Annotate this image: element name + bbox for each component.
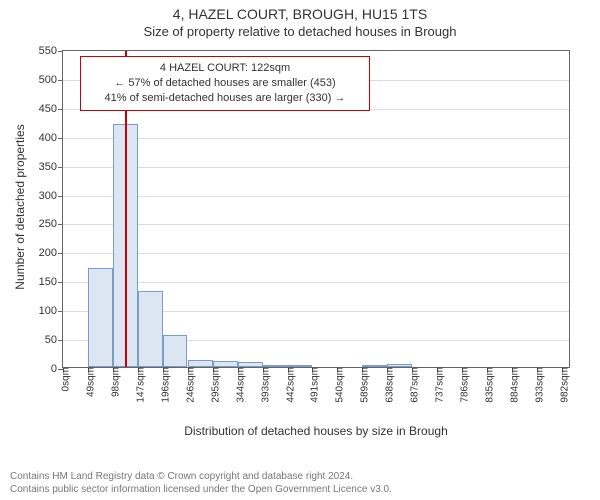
y-axis-label: Number of detached properties [13, 117, 27, 297]
page-subtitle: Size of property relative to detached ho… [0, 22, 600, 45]
ytick-label: 500 [39, 74, 63, 86]
footer-line-2: Contains public sector information licen… [10, 483, 590, 496]
ytick-label: 300 [39, 190, 63, 202]
xtick-label: 737sqm [429, 367, 446, 403]
histogram-bar [163, 335, 188, 367]
info-line-2: ← 57% of detached houses are smaller (45… [89, 76, 361, 91]
xtick-label: 147sqm [129, 367, 146, 403]
xtick-label: 295sqm [204, 367, 221, 403]
xtick-label: 344sqm [229, 367, 246, 403]
ytick-label: 350 [39, 161, 63, 173]
histogram-bar [88, 268, 113, 367]
xtick-label: 442sqm [279, 367, 296, 403]
xtick-label: 246sqm [179, 367, 196, 403]
xtick-label: 49sqm [79, 367, 96, 397]
footer-attribution: Contains HM Land Registry data © Crown c… [10, 470, 590, 496]
xtick-label: 589sqm [354, 367, 371, 403]
histogram-bar [188, 360, 213, 367]
xtick-label: 196sqm [154, 367, 171, 403]
gridline [63, 253, 569, 254]
xtick-label: 540sqm [329, 367, 346, 403]
ytick-label: 200 [39, 247, 63, 259]
xtick-label: 393sqm [254, 367, 271, 403]
gridline [63, 138, 569, 139]
info-line-1: 4 HAZEL COURT: 122sqm [89, 61, 361, 76]
ytick-label: 50 [45, 334, 63, 346]
xtick-label: 687sqm [403, 367, 420, 403]
xtick-label: 638sqm [379, 367, 396, 403]
ytick-label: 550 [39, 45, 63, 57]
xtick-label: 933sqm [528, 367, 545, 403]
info-line-3: 41% of semi-detached houses are larger (… [89, 91, 361, 106]
footer-line-1: Contains HM Land Registry data © Crown c… [10, 470, 590, 483]
xtick-label: 0sqm [55, 367, 72, 391]
ytick-label: 100 [39, 305, 63, 317]
xtick-label: 982sqm [553, 367, 570, 403]
x-axis-label: Distribution of detached houses by size … [62, 424, 570, 438]
page-title: 4, HAZEL COURT, BROUGH, HU15 1TS [0, 0, 600, 22]
gridline [63, 196, 569, 197]
xtick-label: 491sqm [304, 367, 321, 403]
gridline [63, 167, 569, 168]
histogram-bar [138, 291, 163, 367]
gridline [63, 282, 569, 283]
xtick-label: 786sqm [454, 367, 471, 403]
xtick-label: 98sqm [104, 367, 121, 397]
property-info-box: 4 HAZEL COURT: 122sqm ← 57% of detached … [80, 56, 370, 111]
ytick-label: 400 [39, 132, 63, 144]
xtick-label: 835sqm [479, 367, 496, 403]
xtick-label: 884sqm [504, 367, 521, 403]
gridline [63, 224, 569, 225]
ytick-label: 150 [39, 276, 63, 288]
ytick-label: 250 [39, 218, 63, 230]
ytick-label: 450 [39, 103, 63, 115]
